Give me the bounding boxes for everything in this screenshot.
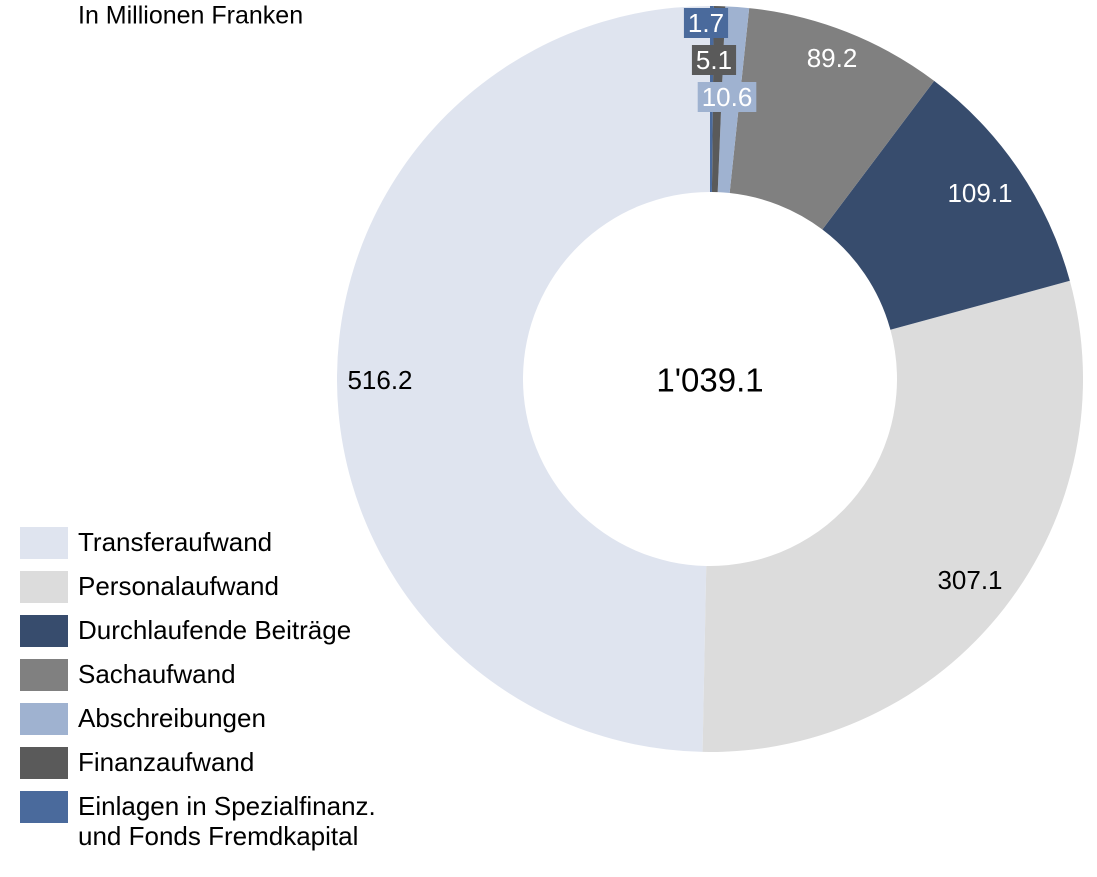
slice (336, 6, 710, 752)
slice (729, 8, 935, 230)
legend-item: Sachaufwand (20, 659, 420, 691)
legend-swatch (20, 747, 68, 779)
label-box (683, 8, 729, 38)
legend-item: Finanzaufwand (20, 747, 420, 779)
legend-label: Durchlaufende Beiträge (78, 615, 352, 645)
legend-label: Sachaufwand (78, 659, 236, 689)
legend-swatch (20, 527, 68, 559)
slice (702, 280, 1083, 752)
legend: Transferaufwand Personalaufwand Durchlaufe… (20, 527, 420, 863)
slice (822, 80, 1070, 330)
label-box (697, 82, 757, 112)
legend-item: Einlagen in Spezialfinanz. und Fonds Fre… (20, 791, 420, 851)
legend-swatch (20, 615, 68, 647)
legend-swatch (20, 659, 68, 691)
value-label: 1.7 (688, 8, 724, 38)
value-label: 109.1 (947, 178, 1012, 208)
legend-item: Abschreibungen (20, 703, 420, 735)
legend-label: Transferaufwand (78, 527, 273, 557)
center-label: 1'039.1 (656, 362, 763, 399)
legend-item: Transferaufwand (20, 527, 420, 559)
legend-item: Durchlaufende Beiträge (20, 615, 420, 647)
value-label: 307.1 (937, 565, 1002, 595)
legend-swatch (20, 791, 68, 823)
legend-label: Personalaufwand (78, 571, 279, 601)
value-label: 516.2 (347, 365, 412, 395)
legend-swatch (20, 703, 68, 735)
subtitle: In Millionen Franken (78, 2, 303, 30)
legend-label: Finanzaufwand (78, 747, 255, 777)
legend-item: Personalaufwand (20, 571, 420, 603)
label-box (691, 45, 737, 75)
legend-label: Abschreibungen (78, 703, 266, 733)
value-label: 10.6 (702, 82, 753, 112)
legend-swatch (20, 571, 68, 603)
slices (336, 6, 1083, 752)
value-label: 5.1 (696, 45, 732, 75)
legend-label: Einlagen in Spezialfinanz. und Fonds Fre… (78, 791, 376, 851)
value-label: 89.2 (807, 43, 858, 73)
